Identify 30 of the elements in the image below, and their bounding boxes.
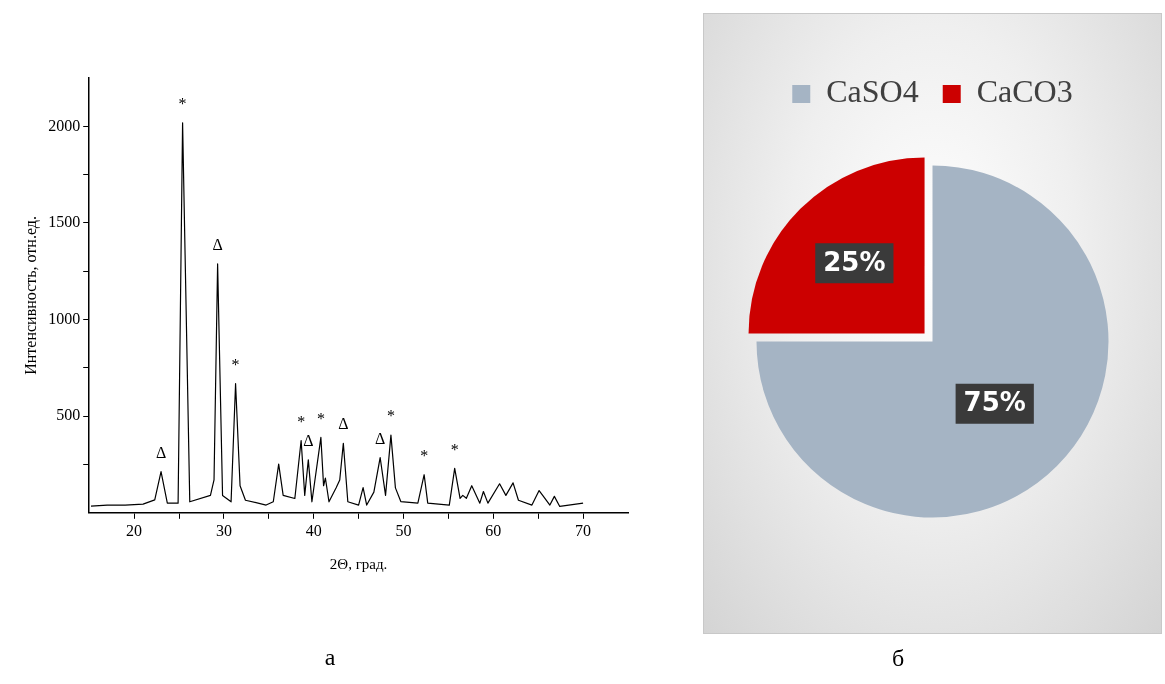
x-axis-title: 2Θ, град.	[329, 555, 388, 572]
y-tick-label: 500	[56, 406, 81, 424]
data-label: 25%	[823, 247, 886, 278]
x-tick-label: 70	[575, 521, 592, 539]
y-tick-label: 1500	[48, 213, 81, 231]
annotation: Δ	[155, 443, 167, 461]
legend-label: CaCO3	[976, 73, 1073, 110]
annotation: *	[316, 409, 325, 427]
y-tick-label: 2000	[48, 116, 81, 134]
legend-label: CaSO4	[826, 73, 919, 110]
annotation: *	[420, 446, 429, 464]
annotation: Δ	[212, 236, 223, 254]
x-tick-label: 60	[485, 521, 502, 539]
x-tick-label: 30	[215, 521, 232, 539]
x-tick-label: 20	[126, 521, 143, 539]
annotation: *	[178, 95, 187, 113]
annotation: Δ	[303, 432, 314, 450]
annotation: *	[231, 355, 240, 373]
annotation: Δ	[375, 429, 386, 447]
data-label: 75%	[963, 387, 1026, 418]
text: а	[323, 644, 337, 671]
text: б	[890, 645, 906, 672]
x-tick-label: 50	[395, 521, 412, 539]
annotation: Δ	[338, 415, 349, 433]
annotation: *	[450, 440, 459, 458]
annotation: *	[297, 412, 306, 430]
y-axis-title: Интенсивность, отн.ед.	[21, 216, 40, 375]
annotation: *	[386, 407, 395, 425]
x-tick-label: 40	[305, 521, 322, 539]
y-tick-label: 1000	[48, 309, 81, 327]
